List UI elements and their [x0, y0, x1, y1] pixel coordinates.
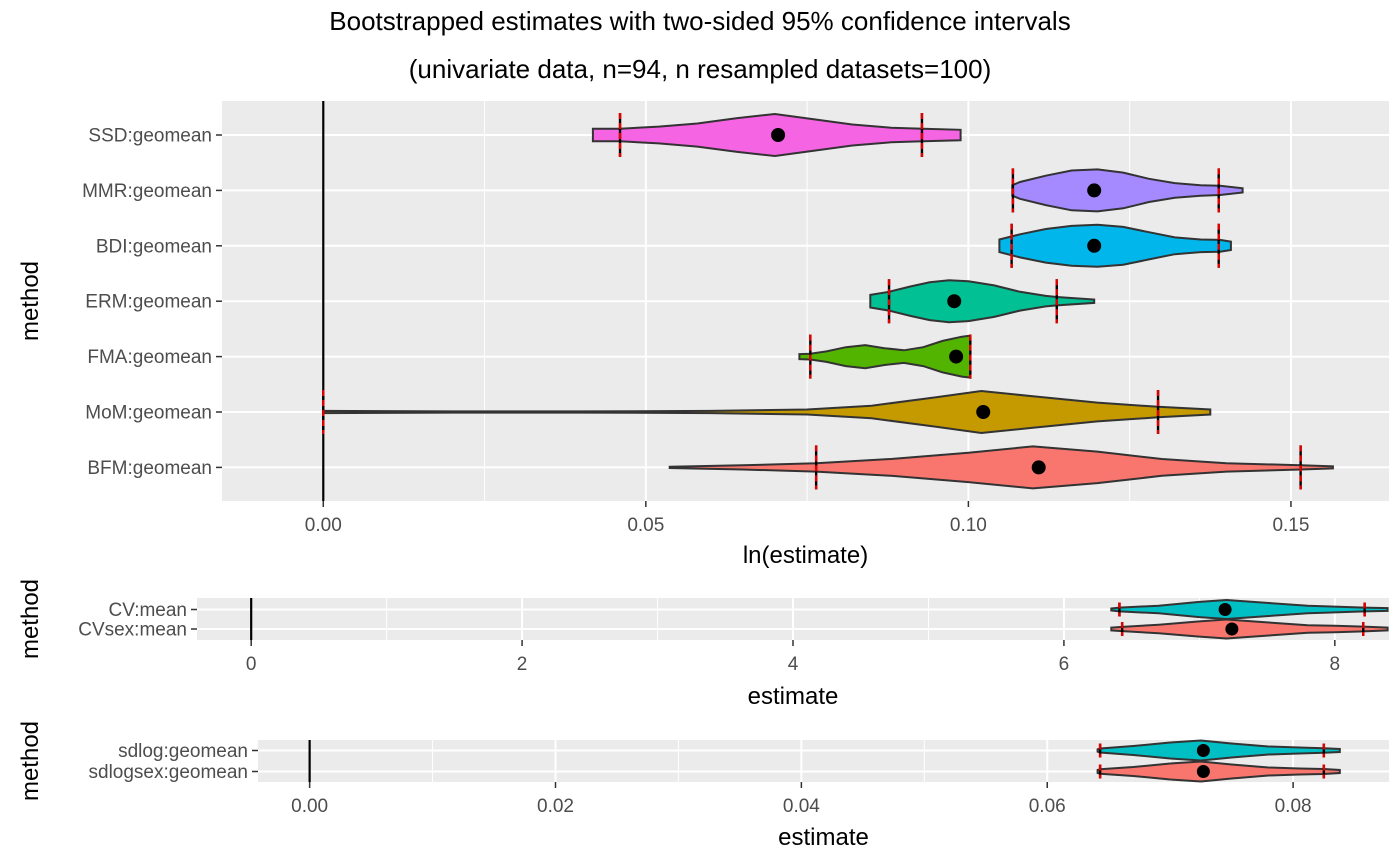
violin-sdlogsex:geomean — [1096, 760, 1341, 783]
y-axis-title: method — [17, 579, 44, 659]
x-tick-label: 4 — [788, 654, 799, 675]
x-tick-label: 0.05 — [627, 515, 664, 536]
estimate-point-BFM:geomean — [1031, 460, 1046, 475]
estimate-point-CVsex:mean — [1225, 622, 1239, 636]
violin-BDI:geomean — [998, 223, 1232, 268]
y-tick-label: SSD:geomean — [88, 126, 212, 147]
x-tick-label: 2 — [517, 654, 528, 675]
violin-CV:mean — [1110, 598, 1389, 621]
x-axis-title: estimate — [748, 683, 839, 710]
y-tick-label: BFM:geomean — [87, 458, 212, 479]
y-tick-label: sdlog:geomean — [118, 741, 248, 762]
x-tick-label: 6 — [1059, 654, 1070, 675]
x-tick-label: 0.04 — [783, 796, 820, 817]
x-axis-title: estimate — [778, 824, 869, 851]
y-tick-label: MMR:geomean — [82, 181, 212, 202]
estimate-point-CV:mean — [1218, 603, 1232, 616]
y-tick-label: sdlogsex:geomean — [89, 762, 249, 783]
x-tick-label: 8 — [1330, 654, 1341, 675]
x-tick-label: 0.08 — [1275, 796, 1312, 817]
y-axis-title: method — [17, 261, 44, 341]
estimate-point-MMR:geomean — [1087, 183, 1102, 198]
estimate-point-FMA:geomean — [949, 349, 964, 364]
estimate-point-ERM:geomean — [947, 294, 962, 309]
estimate-point-MoM:geomean — [976, 405, 991, 419]
x-tick-label: 0.15 — [1272, 515, 1309, 536]
x-tick-label: 0 — [246, 654, 257, 675]
y-axis-title: method — [17, 721, 44, 801]
estimate-point-SSD:geomean — [771, 128, 786, 142]
x-tick-label: 0.00 — [291, 796, 328, 817]
chart-title: Bootstrapped estimates with two-sided 95… — [329, 6, 1071, 36]
y-tick-label: FMA:geomean — [87, 347, 212, 368]
estimate-point-BDI:geomean — [1087, 238, 1102, 253]
y-tick-label: ERM:geomean — [85, 292, 212, 313]
violin-MMR:geomean — [1011, 168, 1244, 213]
violin-MoM:geomean — [322, 389, 1212, 435]
x-axis-title: ln(estimate) — [743, 542, 868, 569]
x-tick-label: 0.06 — [1029, 796, 1066, 817]
x-tick-label: 0.10 — [950, 515, 987, 536]
x-tick-label: 0.02 — [537, 796, 574, 817]
chart-subtitle: (univariate data, n=94, n resampled data… — [408, 54, 992, 84]
y-tick-label: CVsex:mean — [78, 620, 187, 641]
violin-CVsex:mean — [1110, 618, 1389, 640]
estimate-point-sdlogsex:geomean — [1196, 765, 1210, 778]
y-tick-label: MoM:geomean — [85, 403, 212, 424]
violin-sdlog:geomean — [1096, 739, 1341, 762]
violin-BFM:geomean — [668, 445, 1334, 490]
y-tick-label: BDI:geomean — [96, 236, 212, 257]
violin-ERM:geomean — [869, 279, 1096, 324]
x-tick-label: 0.00 — [305, 515, 342, 536]
estimate-point-sdlog:geomean — [1196, 744, 1210, 757]
y-tick-label: CV:mean — [109, 600, 188, 621]
